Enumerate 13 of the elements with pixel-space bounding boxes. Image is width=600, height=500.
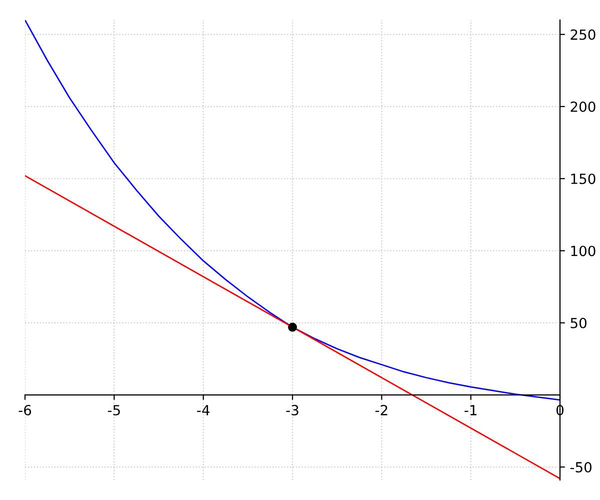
line-series [25, 20, 560, 401]
x-tick-label: -5 [108, 405, 120, 416]
x-tick-label: -3 [286, 404, 298, 416]
x-tick-label: -6 [18, 404, 32, 416]
y-tick-label: 150 [571, 174, 596, 184]
y-tick-label: 250 [570, 29, 596, 40]
x-tick-label: -1 [464, 405, 476, 416]
y-tick-label: 100 [571, 246, 596, 256]
y-tick-label: 50 [570, 318, 586, 328]
x-tick-label: -2 [375, 404, 388, 416]
y-tick-label: 200 [570, 101, 596, 112]
x-tick-label: -4 [197, 405, 210, 416]
y-tick-label: -50 [570, 462, 592, 472]
